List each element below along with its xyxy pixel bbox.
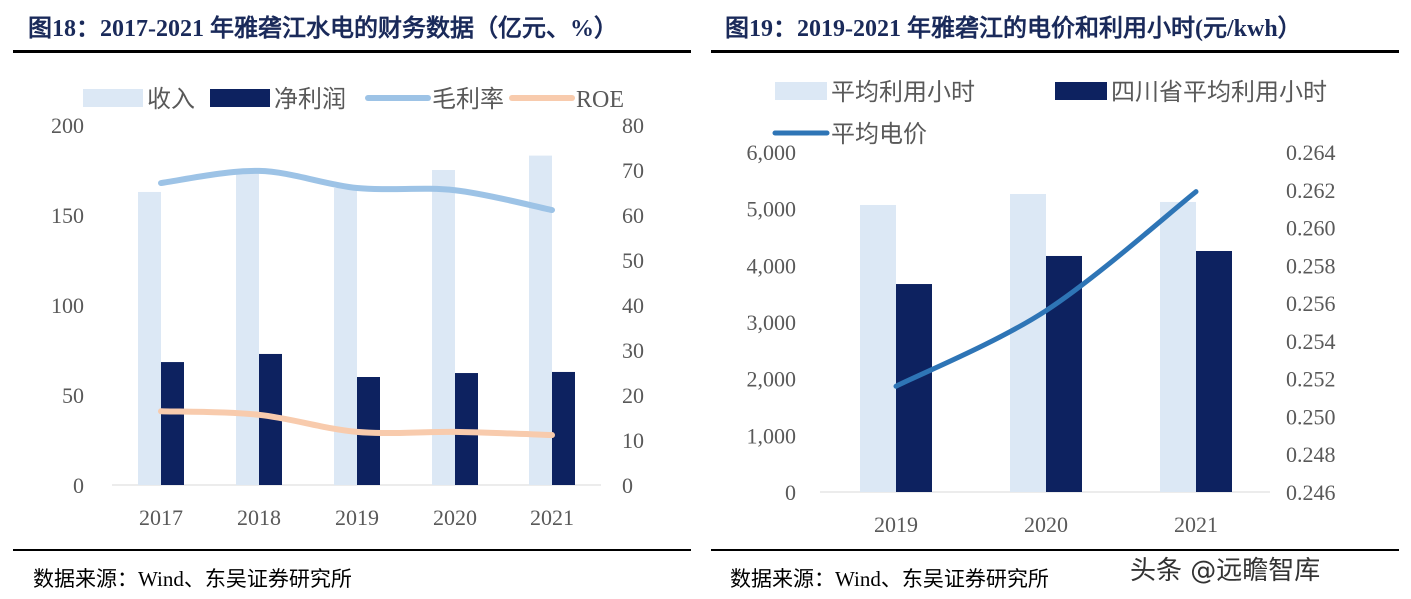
x-axis-tick: 2021 bbox=[530, 505, 574, 530]
right-axis-tick: 0.254 bbox=[1286, 329, 1336, 354]
right-axis-tick: 0.262 bbox=[1286, 178, 1336, 203]
left-axis-tick: 50 bbox=[62, 383, 84, 408]
left-axis-tick: 1,000 bbox=[747, 423, 797, 448]
right-source: 数据来源：Wind、东吴证券研究所 bbox=[730, 567, 1049, 591]
bar-四川省平均利用小时 bbox=[1196, 250, 1232, 492]
right-axis-tick: 20 bbox=[622, 383, 644, 408]
bar-净利润 bbox=[161, 362, 184, 485]
bar-平均利用小时 bbox=[1010, 193, 1046, 493]
right-chart: 0 1,000 2,000 3,000 4,000 5,000 6,000 0.246 0.24… bbox=[747, 79, 1336, 537]
right-axis-tick: 0.248 bbox=[1286, 442, 1336, 467]
left-source-divider bbox=[13, 549, 691, 551]
legend-label: 净利润 bbox=[274, 86, 346, 113]
left-source: 数据来源：Wind、东吴证券研究所 bbox=[33, 567, 352, 591]
watermark: 头条 @远瞻智库 bbox=[1130, 556, 1321, 586]
right-axis-tick: 50 bbox=[622, 248, 644, 273]
right-axis-tick: 0.258 bbox=[1286, 253, 1336, 278]
legend-swatch bbox=[83, 89, 143, 107]
legend-label: 平均利用小时 bbox=[831, 79, 975, 106]
left-axis-tick: 0 bbox=[73, 473, 84, 498]
x-axis-tick: 2019 bbox=[874, 512, 918, 537]
right-axis-tick: 30 bbox=[622, 338, 644, 363]
legend-label: ROE bbox=[576, 87, 624, 113]
right-axis-tick: 0 bbox=[622, 473, 633, 498]
bar-平均利用小时 bbox=[860, 204, 896, 492]
x-axis-tick: 2020 bbox=[433, 505, 477, 530]
left-chart-title: 图18：2017-2021 年雅砻江水电的财务数据（亿元、%） bbox=[28, 16, 618, 42]
left-title-divider bbox=[13, 50, 691, 53]
legend-swatch bbox=[1055, 82, 1107, 100]
left-chart: 0 50 100 150 200 0 10 20 30 40 50 60 70 80 2017 2018 201… bbox=[51, 86, 644, 530]
right-axis-tick: 80 bbox=[622, 113, 644, 138]
right-source-divider bbox=[711, 549, 1399, 551]
bar-净利润 bbox=[259, 353, 282, 485]
x-axis-tick: 2017 bbox=[139, 505, 183, 530]
left-axis-tick: 150 bbox=[51, 203, 84, 228]
left-axis-tick: 100 bbox=[51, 293, 84, 318]
x-axis-tick: 2019 bbox=[335, 505, 379, 530]
bar-收入 bbox=[236, 171, 259, 486]
bar-净利润 bbox=[455, 373, 478, 485]
right-title-divider bbox=[711, 50, 1399, 53]
legend-label: 毛利率 bbox=[432, 86, 504, 113]
bar-平均利用小时 bbox=[1160, 201, 1196, 493]
right-axis-tick: 0.264 bbox=[1286, 140, 1336, 165]
legend-swatch bbox=[210, 89, 270, 107]
bar-收入 bbox=[432, 170, 455, 485]
bar-收入 bbox=[138, 191, 161, 485]
left-axis-tick: 2,000 bbox=[747, 367, 797, 392]
right-axis-tick: 60 bbox=[622, 203, 644, 228]
right-axis-tick: 0.250 bbox=[1286, 404, 1336, 429]
right-axis-tick: 0.256 bbox=[1286, 291, 1336, 316]
right-axis-tick: 70 bbox=[622, 158, 644, 183]
legend-label: 收入 bbox=[147, 86, 195, 113]
left-axis-tick: 0 bbox=[785, 480, 796, 505]
right-axis-tick: 0.252 bbox=[1286, 367, 1336, 392]
x-axis-tick: 2020 bbox=[1024, 512, 1068, 537]
right-axis-tick: 40 bbox=[622, 293, 644, 318]
bar-四川省平均利用小时 bbox=[896, 284, 932, 492]
line-平均电价 bbox=[893, 189, 1199, 389]
bar-收入 bbox=[529, 155, 552, 485]
bar-收入 bbox=[334, 188, 357, 485]
x-axis-tick: 2018 bbox=[237, 505, 281, 530]
right-axis-tick: 0.260 bbox=[1286, 216, 1336, 241]
line-ROE bbox=[158, 408, 555, 439]
left-axis-tick: 200 bbox=[51, 113, 84, 138]
right-axis-tick: 10 bbox=[622, 428, 644, 453]
x-axis-tick: 2021 bbox=[1174, 512, 1218, 537]
right-chart-title: 图19：2019-2021 年雅砻江的电价和利用小时(元/kwh） bbox=[725, 16, 1302, 42]
left-axis-tick: 4,000 bbox=[747, 253, 797, 278]
left-axis-tick: 6,000 bbox=[747, 140, 797, 165]
legend-label: 平均电价 bbox=[831, 121, 927, 148]
right-axis-tick: 0.246 bbox=[1286, 480, 1336, 505]
bar-净利润 bbox=[552, 371, 575, 485]
line-毛利率 bbox=[158, 167, 555, 214]
legend-swatch bbox=[775, 82, 827, 100]
left-axis-tick: 5,000 bbox=[747, 197, 797, 222]
left-axis-tick: 3,000 bbox=[747, 310, 797, 335]
legend-label: 四川省平均利用小时 bbox=[1111, 79, 1327, 106]
